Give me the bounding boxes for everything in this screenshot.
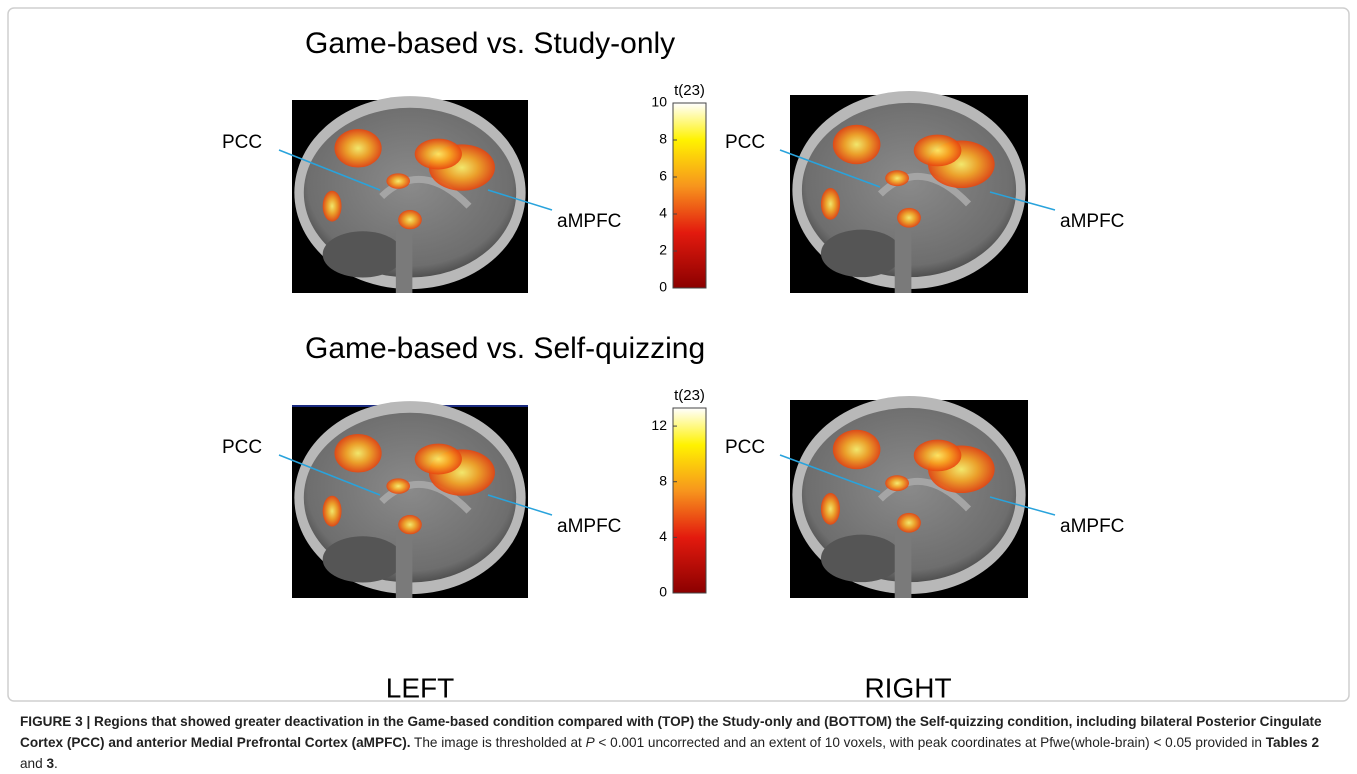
activation	[897, 208, 921, 228]
colorbar-tick-label: 2	[659, 242, 667, 258]
activation	[398, 515, 422, 534]
caption-text: P	[586, 735, 595, 750]
region-label: aMPFC	[557, 516, 621, 537]
activation	[821, 188, 840, 220]
caption-text: and	[20, 756, 46, 771]
panel-title: Game-based vs. Study-only	[305, 27, 675, 60]
colorbar-tick-label: 10	[651, 94, 667, 110]
colorbar-label: t(23)	[674, 387, 705, 404]
region-label: PCC	[725, 437, 765, 458]
cerebellum	[323, 536, 403, 582]
activation	[833, 125, 881, 165]
page: Game-based vs. Study-only PCC aMPFC PCC aMPF…	[0, 0, 1357, 766]
activation	[386, 173, 410, 188]
brainstem	[396, 225, 413, 293]
brainstem	[396, 530, 413, 598]
colorbar	[673, 408, 706, 593]
caption-text: < 0.001 uncorrected and an extent of 10 …	[595, 735, 1266, 750]
cerebellum	[323, 231, 403, 277]
colorbar-tick-label: 6	[659, 168, 667, 184]
activation	[885, 475, 909, 491]
caption: FIGURE 3 | Regions that showed greater d…	[20, 711, 1340, 774]
activation	[897, 513, 921, 533]
caption-text: The image is thresholded at	[411, 735, 586, 750]
cerebellum	[821, 535, 902, 583]
activation	[398, 210, 422, 229]
activation	[821, 493, 840, 525]
colorbar-tick-label: 4	[659, 205, 667, 221]
activation	[334, 434, 381, 473]
activation	[914, 440, 962, 472]
region-label: aMPFC	[557, 211, 621, 232]
colorbar	[673, 103, 706, 288]
colorbar-tick-label: 4	[659, 528, 667, 544]
figure: Game-based vs. Study-only PCC aMPFC PCC aMPF…	[0, 0, 1357, 706]
activation	[323, 191, 342, 222]
panel-title: Game-based vs. Self-quizzing	[305, 332, 705, 365]
region-label: PCC	[222, 437, 262, 458]
region-label: aMPFC	[1060, 211, 1124, 232]
activation	[885, 170, 909, 186]
activation	[386, 478, 410, 493]
colorbar-tick-label: 0	[659, 279, 667, 295]
activation	[833, 430, 881, 470]
caption-text: .	[54, 756, 58, 771]
side-label: LEFT	[386, 672, 454, 703]
colorbar-tick-label: 0	[659, 584, 667, 600]
activation	[334, 129, 381, 168]
activation	[415, 444, 462, 475]
activation	[914, 135, 962, 167]
activation	[415, 139, 462, 170]
brainstem	[895, 224, 912, 293]
activation	[323, 496, 342, 527]
cerebellum	[821, 230, 902, 278]
caption-text: Tables 2	[1266, 735, 1319, 750]
colorbar-tick-label: 12	[651, 417, 667, 433]
colorbar-label: t(23)	[674, 82, 705, 99]
colorbar-tick-label: 8	[659, 131, 667, 147]
side-label: RIGHT	[864, 672, 951, 703]
region-label: PCC	[222, 132, 262, 153]
region-label: aMPFC	[1060, 516, 1124, 537]
brainstem	[895, 529, 912, 598]
caption-text: 3	[46, 756, 54, 771]
colorbar-tick-label: 8	[659, 472, 667, 488]
region-label: PCC	[725, 132, 765, 153]
